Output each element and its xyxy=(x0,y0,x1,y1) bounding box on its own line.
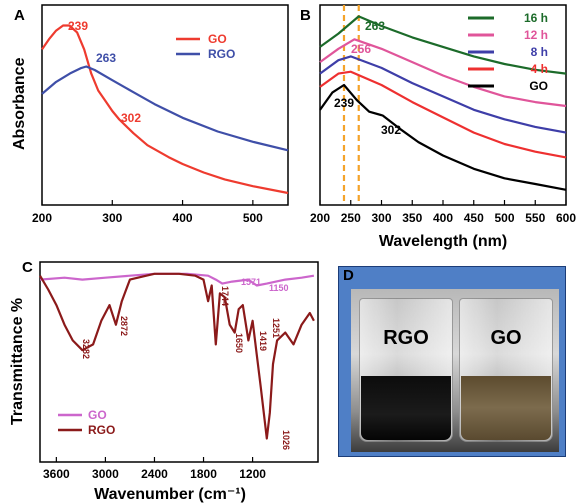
vial-go: GO xyxy=(459,298,553,442)
x-tick-label: 200 xyxy=(32,211,52,225)
annotation-1650: 1650 xyxy=(234,333,244,353)
annotation-2872: 2872 xyxy=(119,316,129,336)
go-dispersion xyxy=(461,376,551,440)
x-tick-label: 600 xyxy=(556,211,576,225)
annotation-b-263: 263 xyxy=(365,19,385,33)
panel-a-frame xyxy=(41,4,289,206)
x-tick-label: 2400 xyxy=(141,467,168,481)
x-tick-label: 400 xyxy=(173,211,193,225)
x-tick-label: 450 xyxy=(464,211,484,225)
panel-a-ylabel: Absorbance xyxy=(11,57,28,150)
annotation-3282: 3282 xyxy=(81,339,91,359)
series-line-rgo xyxy=(39,272,315,440)
annotation-263: 263 xyxy=(96,51,116,65)
panel-a-label: A xyxy=(14,7,25,24)
x-tick-label: 500 xyxy=(494,211,514,225)
x-tick-label: 3600 xyxy=(43,467,70,481)
panel-b: B 200 250 300 350 400 450 500 550 600 Wavelength… xyxy=(300,4,576,250)
x-tick-label: 3000 xyxy=(92,467,119,481)
legend-go-label: GO xyxy=(208,32,227,46)
legend-label: 12 h xyxy=(524,28,548,42)
panel-c-xlabel: Wavenumber (cm⁻¹) xyxy=(94,486,246,503)
annotation-b-256: 256 xyxy=(351,42,371,56)
x-tick-label: 500 xyxy=(243,211,263,225)
vial-rgo-label: RGO xyxy=(383,327,429,349)
legend-label: GO xyxy=(529,79,548,93)
panel-c-frame xyxy=(39,261,319,463)
series-line-rgo xyxy=(41,65,289,152)
series-line-16-h xyxy=(319,15,567,75)
annotation-1026: 1026 xyxy=(281,430,291,450)
x-tick-label: 1800 xyxy=(190,467,217,481)
vial-go-label: GO xyxy=(490,327,522,349)
x-tick-label: 400 xyxy=(433,211,453,225)
panel-b-xlabel: Wavelength (nm) xyxy=(379,233,507,250)
x-tick-label: 550 xyxy=(525,211,545,225)
legend-rgo-label: RGO xyxy=(208,47,235,61)
panel-b-label: B xyxy=(300,7,311,24)
annotation-239: 239 xyxy=(68,19,88,33)
panel-a: A Absorbance 200 300 400 500 239 263 302 GO… xyxy=(11,4,289,225)
vial-rgo: RGO xyxy=(359,298,453,442)
panel-c-ylabel: Transmittance % xyxy=(9,298,26,425)
panel-d: D RGO GO xyxy=(338,266,566,457)
x-tick-label: 200 xyxy=(310,211,330,225)
legend-c-rgo-label: RGO xyxy=(88,423,115,437)
x-tick-label: 250 xyxy=(341,211,361,225)
legend-c-go-label: GO xyxy=(88,408,107,422)
vials-photo: RGO GO xyxy=(351,289,559,452)
x-tick-label: 300 xyxy=(102,211,122,225)
series-line-go xyxy=(41,24,289,195)
series-line-4-h xyxy=(319,70,567,159)
annotation-1251: 1251 xyxy=(271,318,281,338)
panel-c: C Transmittance % 3600 3000 2400 1800 1200 W… xyxy=(9,259,319,503)
annotation-1150: 1150 xyxy=(269,283,289,293)
series-line-go xyxy=(319,83,567,191)
annotation-b-302: 302 xyxy=(381,123,401,137)
legend-label: 4 h xyxy=(531,62,548,76)
x-tick-label: 350 xyxy=(402,211,422,225)
series-line-go xyxy=(39,272,315,287)
annotation-1744: 1744 xyxy=(220,286,230,306)
legend-label: 16 h xyxy=(524,11,548,25)
series-line-8-h xyxy=(319,55,567,134)
x-tick-label: 1200 xyxy=(239,467,266,481)
annotation-b-239: 239 xyxy=(334,96,354,110)
rgo-dispersion xyxy=(361,376,451,440)
annotation-1419: 1419 xyxy=(258,331,268,351)
panel-d-label: D xyxy=(343,267,354,284)
x-tick-label: 300 xyxy=(371,211,391,225)
series-line-12-h xyxy=(319,38,567,108)
annotation-302: 302 xyxy=(121,111,141,125)
legend-label: 8 h xyxy=(531,45,548,59)
annotation-1571: 1571 xyxy=(241,277,261,287)
panel-c-label: C xyxy=(22,259,33,276)
